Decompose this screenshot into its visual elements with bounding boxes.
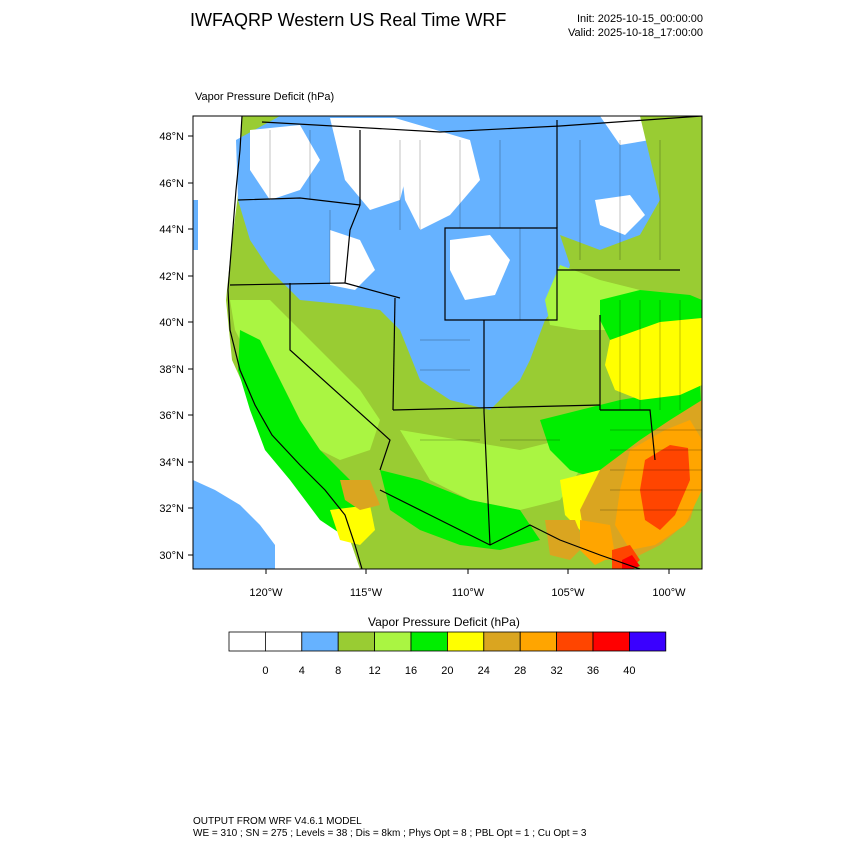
lat-tick-label: 34°N [159, 457, 184, 469]
colorbar-swatch [556, 631, 594, 652]
lat-tick-label: 30°N [159, 550, 184, 562]
colorbar-swatch [264, 631, 303, 652]
init-time: Init: 2025-10-15_00:00:00 [577, 13, 703, 25]
colorbar-label: 0 [262, 665, 268, 677]
lat-tick-label: 46°N [159, 178, 184, 190]
state-borders [227, 116, 702, 569]
lon-tick-label: 105°W [551, 587, 585, 599]
valid-time: Valid: 2025-10-18_17:00:00 [568, 27, 703, 39]
colorbar-label: 20 [441, 665, 453, 677]
lat-tick-label: 40°N [159, 317, 184, 329]
colorbar-swatch [519, 631, 558, 652]
colorbar-label: 40 [623, 665, 635, 677]
lat-tick-label: 48°N [159, 131, 184, 143]
colorbar-swatch [228, 631, 266, 652]
field-label: Vapor Pressure Deficit (hPa) [195, 91, 335, 103]
county-lines [269, 130, 702, 511]
lat-tick-label: 42°N [159, 271, 184, 283]
lat-tick-label: 32°N [159, 503, 184, 515]
lon-tick-label: 110°W [452, 587, 485, 599]
colorbar: 0 4 8 12 16 20 24 28 32 36 40 [228, 631, 667, 677]
footer-config: WE = 310 ; SN = 275 ; Levels = 38 ; Dis … [193, 828, 587, 839]
colorbar-label: 8 [335, 665, 341, 677]
colorbar-label: 24 [478, 665, 490, 677]
lat-tick-label: 38°N [159, 364, 184, 376]
lon-tick-label: 120°W [249, 587, 283, 599]
colorbar-swatch [592, 631, 630, 652]
colorbar-swatch [374, 631, 412, 652]
latitude-ticks: 48°N 46°N 44°N 42°N 40°N 38°N 36°N 34°N 32°N 30°N [159, 131, 193, 562]
lon-tick-label: 100°W [652, 587, 686, 599]
colorbar-swatch [446, 631, 485, 652]
footer-model: OUTPUT FROM WRF V4.6.1 MODEL [193, 816, 362, 827]
colorbar-swatch [337, 631, 376, 652]
field-shading [193, 116, 702, 569]
colorbar-title: Vapor Pressure Deficit (hPa) [368, 615, 520, 629]
map-title: IWFAQRP Western US Real Time WRF [190, 10, 507, 30]
colorbar-label: 4 [299, 665, 305, 677]
lat-tick-label: 44°N [159, 224, 184, 236]
colorbar-swatch [483, 631, 521, 652]
colorbar-swatch [629, 631, 667, 652]
colorbar-label: 16 [405, 665, 417, 677]
map-frame [192, 115, 703, 570]
lat-tick-label: 36°N [159, 410, 184, 422]
colorbar-label: 32 [550, 665, 562, 677]
lon-tick-label: 115°W [350, 587, 383, 599]
colorbar-label: 12 [368, 665, 380, 677]
colorbar-label: 28 [514, 665, 526, 677]
colorbar-swatch [301, 631, 339, 652]
colorbar-swatch [410, 631, 448, 652]
longitude-ticks: 120°W 115°W 110°W 105°W 100°W [249, 569, 686, 599]
colorbar-label: 36 [587, 665, 599, 677]
